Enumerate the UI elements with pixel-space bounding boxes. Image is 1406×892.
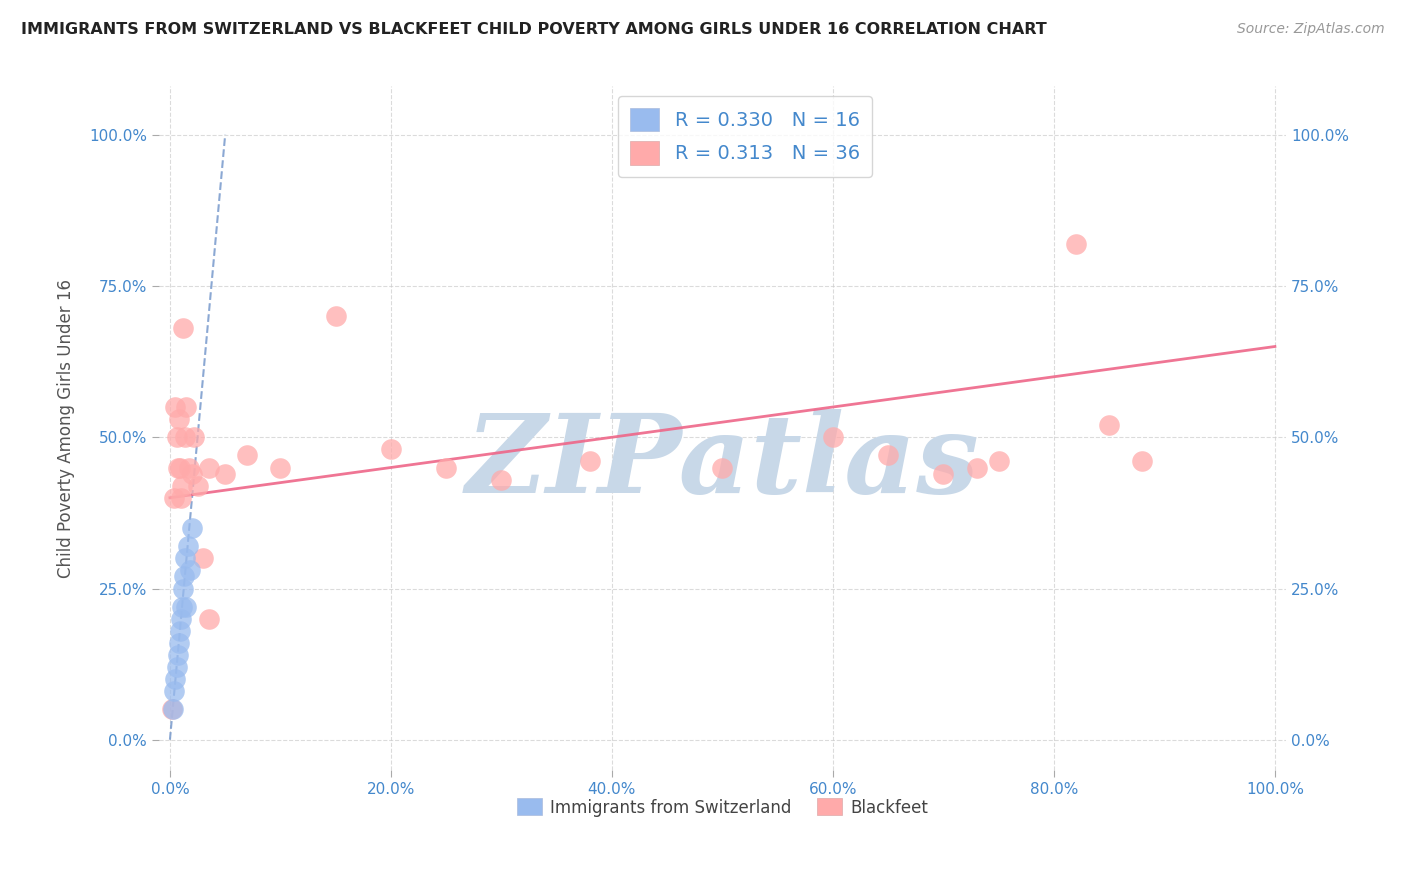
Text: ZIPatlas: ZIPatlas <box>465 409 980 516</box>
Point <box>966 460 988 475</box>
Point <box>165 400 187 414</box>
Legend: Immigrants from Switzerland, Blackfeet: Immigrants from Switzerland, Blackfeet <box>510 792 935 823</box>
Point <box>181 521 204 535</box>
Point <box>167 412 190 426</box>
Point <box>166 648 188 662</box>
Point <box>932 467 955 481</box>
Point <box>491 473 513 487</box>
Point <box>172 478 194 492</box>
Point <box>169 624 191 638</box>
Point <box>170 491 193 505</box>
Point <box>176 539 198 553</box>
Point <box>166 430 188 444</box>
Point <box>325 310 347 324</box>
Point <box>177 460 200 475</box>
Point <box>174 551 197 566</box>
Point <box>179 563 201 577</box>
Point <box>181 467 204 481</box>
Point <box>877 449 900 463</box>
Point <box>172 321 194 335</box>
Point <box>191 551 214 566</box>
Point <box>172 599 194 614</box>
Point <box>174 430 197 444</box>
Point <box>183 430 205 444</box>
Point <box>1064 236 1087 251</box>
Point <box>173 569 195 583</box>
Point <box>187 478 209 492</box>
Point <box>579 454 602 468</box>
Point <box>163 684 186 698</box>
Text: IMMIGRANTS FROM SWITZERLAND VS BLACKFEET CHILD POVERTY AMONG GIRLS UNDER 16 CORR: IMMIGRANTS FROM SWITZERLAND VS BLACKFEET… <box>21 22 1047 37</box>
Point <box>169 460 191 475</box>
Point <box>160 702 183 716</box>
Point <box>167 636 190 650</box>
Point <box>162 702 184 716</box>
Point <box>176 599 198 614</box>
Point <box>434 460 457 475</box>
Point <box>236 449 259 463</box>
Point <box>163 491 186 505</box>
Point <box>166 660 188 674</box>
Y-axis label: Child Poverty Among Girls Under 16: Child Poverty Among Girls Under 16 <box>58 278 75 578</box>
Point <box>269 460 291 475</box>
Point <box>1098 418 1121 433</box>
Point <box>821 430 844 444</box>
Point <box>711 460 734 475</box>
Point <box>172 582 194 596</box>
Point <box>380 442 402 457</box>
Point <box>176 400 198 414</box>
Text: Source: ZipAtlas.com: Source: ZipAtlas.com <box>1237 22 1385 37</box>
Point <box>987 454 1010 468</box>
Point <box>1130 454 1153 468</box>
Point <box>170 612 193 626</box>
Point <box>166 460 188 475</box>
Point <box>165 672 187 686</box>
Point <box>214 467 236 481</box>
Point <box>197 460 219 475</box>
Point <box>197 612 219 626</box>
